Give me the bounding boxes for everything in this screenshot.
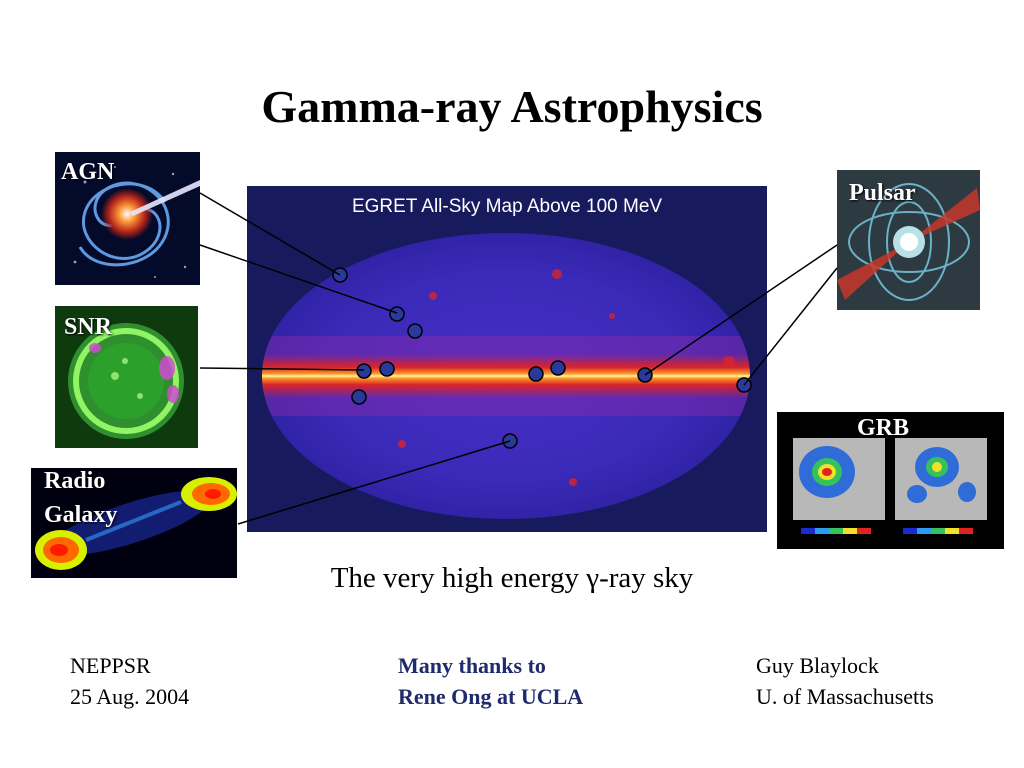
source-marker — [332, 267, 348, 283]
source-marker — [379, 361, 395, 377]
agn-image: AGN — [55, 152, 200, 285]
sky-caption: The very high energy γ-ray sky — [330, 562, 694, 594]
author-affiliation: U. of Massachusetts — [756, 684, 934, 709]
footer-left: NEPPSR 25 Aug. 2004 — [70, 650, 189, 712]
source-marker — [356, 363, 372, 379]
agn-label: AGN — [61, 159, 115, 185]
pulsar-image: Pulsar — [837, 170, 980, 310]
snr-label: SNR — [64, 314, 113, 340]
source-marker — [637, 367, 653, 383]
grb-label: GRB — [857, 415, 910, 441]
egret-sky-map: EGRET All-Sky Map Above 100 MeV — [247, 186, 767, 532]
radio-galaxy-label: Radio Galaxy — [44, 468, 117, 532]
author-name: Guy Blaylock — [756, 653, 879, 678]
radio-galaxy-image: Radio Galaxy — [31, 468, 237, 578]
thanks-line: Many thanks to — [398, 653, 546, 678]
footer-right: Guy Blaylock U. of Massachusetts — [756, 650, 934, 712]
source-marker — [407, 323, 423, 339]
footer-center: Many thanks to Rene Ong at UCLA — [398, 650, 583, 712]
source-marker — [351, 389, 367, 405]
thanks-name: Rene Ong at UCLA — [398, 684, 584, 709]
grb-image: GRB — [777, 412, 1004, 549]
source-marker — [736, 377, 752, 393]
source-marker — [502, 433, 518, 449]
source-marker — [550, 360, 566, 376]
sky-map-title: EGRET All-Sky Map Above 100 MeV — [351, 196, 663, 217]
radio-galaxy-label-line2: Galaxy — [44, 502, 118, 528]
source-marker — [389, 306, 405, 322]
radio-galaxy-label-line1: Radio — [44, 468, 106, 494]
slide-title: Gamma-ray Astrophysics — [261, 81, 763, 132]
pulsar-label: Pulsar — [849, 180, 916, 206]
conference-date: 25 Aug. 2004 — [70, 684, 190, 709]
conference-name: NEPPSR — [70, 653, 151, 678]
snr-image: SNR — [55, 306, 198, 448]
source-marker — [528, 366, 544, 382]
